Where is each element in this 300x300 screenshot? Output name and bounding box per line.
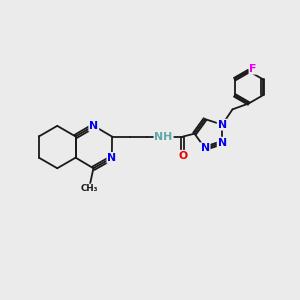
Text: F: F: [249, 64, 257, 74]
Text: NH: NH: [154, 132, 173, 142]
Text: N: N: [200, 143, 210, 153]
Text: N: N: [218, 138, 227, 148]
Text: N: N: [218, 120, 227, 130]
Text: N: N: [107, 153, 116, 163]
Text: N: N: [89, 121, 98, 131]
Text: O: O: [178, 151, 187, 161]
Text: CH₃: CH₃: [80, 184, 98, 194]
